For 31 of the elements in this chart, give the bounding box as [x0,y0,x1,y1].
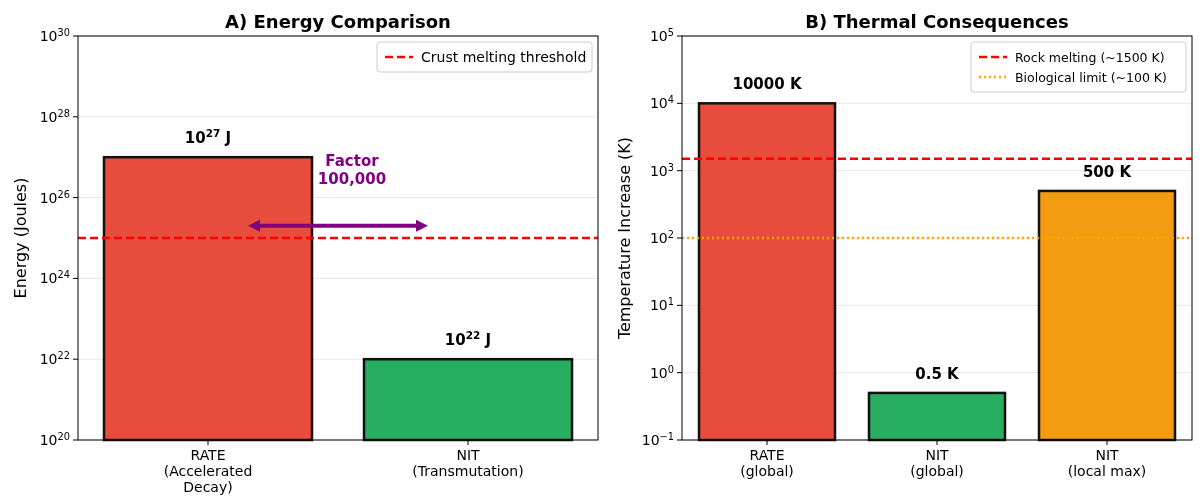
annotation: 10$^{22}$ J [444,329,492,350]
chart-title: A) Energy Comparison [225,11,451,32]
legend-label: Crust melting threshold [421,49,587,65]
y-tick-label: 10$^{0}$ [649,363,674,381]
y-tick-label: 10$^{3}$ [649,161,674,179]
annotation: Factor 100,000 [317,151,387,188]
y-tick-label: 10$^{4}$ [649,93,674,112]
y-tick-label: 10$^{30}$ [39,26,70,44]
y-tick-label: 10$^{2}$ [649,228,674,246]
y-tick-label: 10$^{26}$ [39,188,70,206]
x-tick-label: RATE (Accelerated Decay) [163,447,253,495]
x-tick-label: RATE (global) [740,447,794,479]
data-label: 500 K [1082,162,1133,181]
y-tick-label: 10$^{−1}$ [641,430,674,448]
x-tick-label: NIT (Transmutation) [412,447,524,479]
x-tick-label: NIT (global) [910,447,964,479]
annotation: 10$^{27}$ J [184,127,232,148]
y-tick-label: 10$^{20}$ [39,430,70,448]
y-tick-label: 10$^{1}$ [649,295,674,314]
data-label: 0.5 K [915,364,961,383]
legend-label: Rock melting (~1500 K) [1015,50,1165,65]
x-tick-label: NIT (local max) [1067,447,1147,479]
y-tick-label: 10$^{28}$ [39,107,70,125]
data-label: 10000 K [732,75,803,94]
legend-label: Biological limit (~100 K) [1015,70,1167,85]
chart-title: B) Thermal Consequences [805,11,1069,32]
y-tick-label: 10$^{5}$ [649,26,674,44]
y-axis-title: Energy (Joules) [11,177,30,299]
y-axis-title: Temperature Increase (K) [615,136,634,341]
y-tick-label: 10$^{24}$ [39,268,70,287]
y-tick-label: 10$^{22}$ [39,349,70,368]
